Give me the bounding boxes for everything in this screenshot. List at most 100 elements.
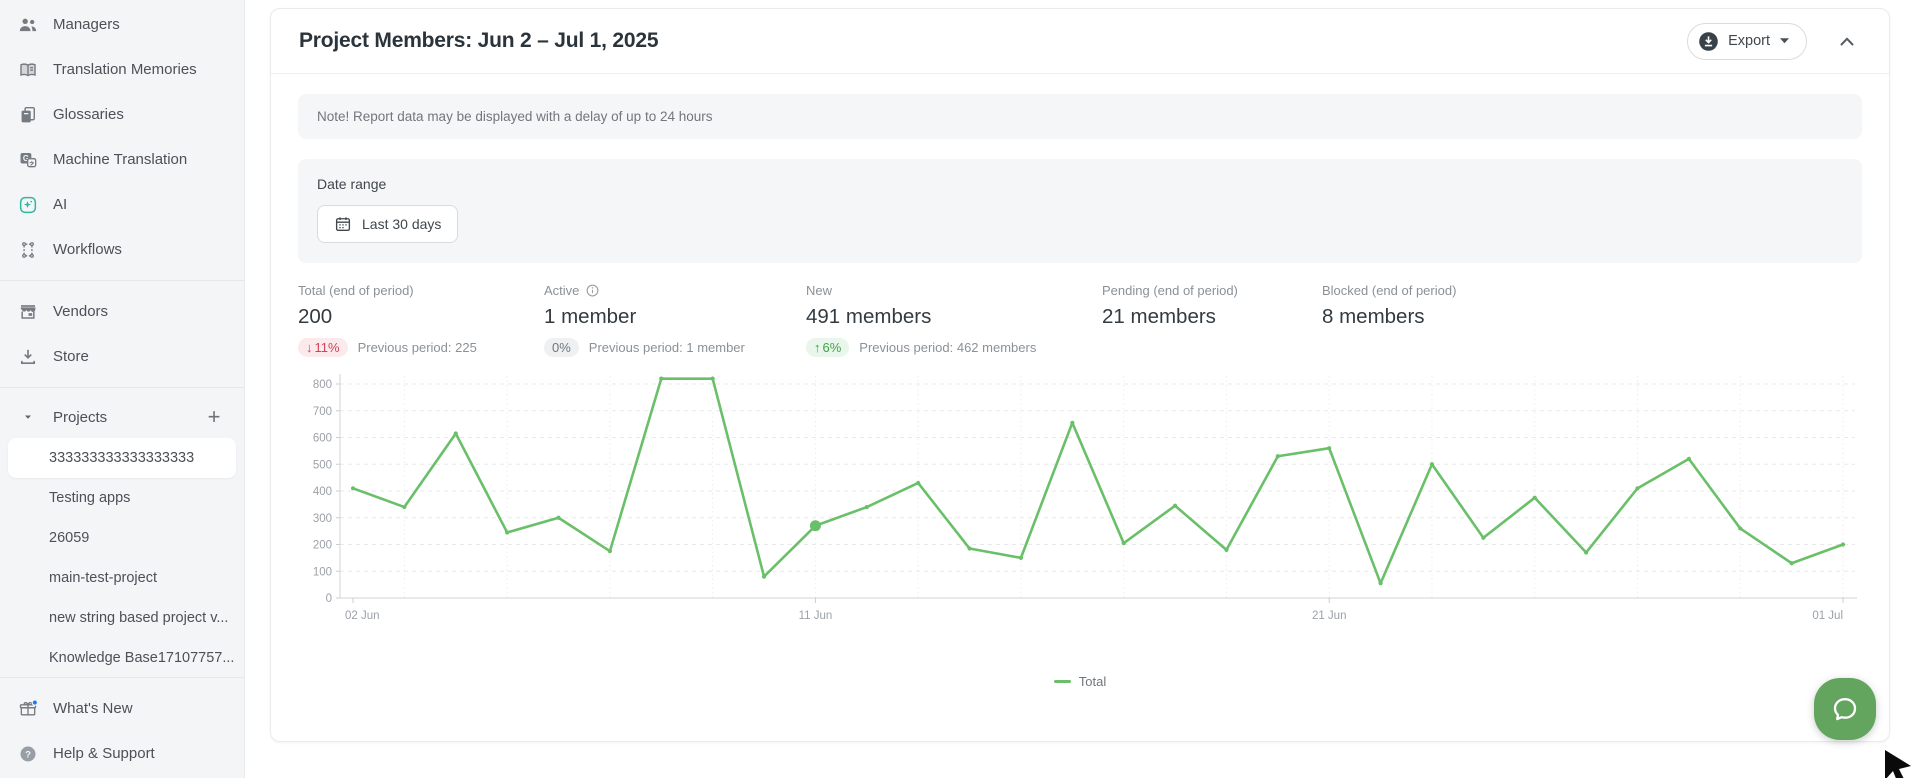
sidebar-item-label: Managers bbox=[53, 16, 120, 33]
previous-period: Previous period: 462 members bbox=[859, 339, 1037, 355]
previous-period: Previous period: 225 bbox=[357, 339, 477, 355]
members-line-chart[interactable]: 0 100 200 300 400 500 600 700 800 02 Jun 11 Jun 21 … bbox=[298, 368, 1862, 689]
svg-text:600: 600 bbox=[313, 433, 332, 445]
sidebar-project-item[interactable]: new string based project v... bbox=[8, 598, 236, 638]
sidebar-item-label: Vendors bbox=[53, 303, 109, 320]
stat-value: 8 members bbox=[1322, 305, 1425, 328]
svg-text:G: G bbox=[23, 154, 29, 163]
machine-translation-icon: G bbox=[18, 150, 38, 170]
sidebar-item-label: Help & Support bbox=[53, 745, 155, 762]
legend-marker bbox=[1053, 680, 1071, 683]
stat-label: New bbox=[806, 282, 833, 298]
svg-text:02 Jun: 02 Jun bbox=[345, 610, 380, 622]
sidebar-item-translation-memories[interactable]: Translation Memories bbox=[0, 47, 244, 92]
sidebar-item-label: Workflows bbox=[53, 241, 122, 258]
stat-blocked: Blocked (end of period) 8 members bbox=[1322, 281, 1476, 358]
chat-bubble-icon bbox=[1833, 698, 1857, 721]
sidebar-divider bbox=[0, 387, 244, 388]
sidebar-item-label: AI bbox=[53, 196, 68, 213]
sidebar-footer: What's New ? Help & Support bbox=[0, 669, 244, 778]
sidebar-item-store[interactable]: Store bbox=[0, 334, 244, 379]
stat-label: Total (end of period) bbox=[298, 282, 414, 298]
sidebar-item-ai[interactable]: AI bbox=[0, 182, 244, 227]
svg-text:01 Jul: 01 Jul bbox=[1812, 610, 1843, 622]
glossaries-icon bbox=[18, 105, 38, 125]
notification-dot bbox=[31, 698, 38, 706]
ai-icon bbox=[18, 195, 38, 215]
sidebar-item-whats-new[interactable]: What's New bbox=[0, 686, 244, 731]
sidebar-item-help-support[interactable]: ? Help & Support bbox=[0, 731, 244, 776]
previous-period: Previous period: 1 member bbox=[588, 339, 745, 355]
stat-new: New 491 members ↑ 6% Previous period: 462… bbox=[806, 281, 1102, 358]
info-icon[interactable] bbox=[585, 283, 600, 298]
svg-text:0: 0 bbox=[326, 593, 332, 605]
translation-memories-icon bbox=[18, 60, 38, 80]
svg-text:300: 300 bbox=[313, 513, 332, 525]
sidebar-project-item[interactable]: Knowledge Base17107757... bbox=[8, 638, 236, 678]
sidebar-item-label: Store bbox=[53, 348, 89, 365]
sidebar-item-label: What's New bbox=[53, 700, 133, 717]
project-item-label: main-test-project bbox=[49, 570, 157, 586]
report-card: Project Members: Jun 2 – Jul 1, 2025 Exp… bbox=[270, 8, 1890, 742]
stat-value: 491 members bbox=[806, 305, 932, 328]
stats-row: Total (end of period) 200 ↓ 11% Previous … bbox=[298, 281, 1862, 358]
sidebar-item-managers[interactable]: Managers bbox=[0, 2, 244, 47]
sidebar-divider bbox=[0, 677, 244, 678]
add-project-button[interactable]: + bbox=[207, 404, 221, 429]
export-button[interactable]: Export bbox=[1687, 22, 1807, 60]
sidebar-project-item[interactable]: Testing apps bbox=[8, 478, 236, 518]
stat-pending: Pending (end of period) 21 members bbox=[1102, 281, 1322, 358]
sidebar-project-item[interactable]: 333333333333333333 bbox=[8, 438, 236, 478]
page-title: Project Members: Jun 2 – Jul 1, 2025 bbox=[299, 29, 659, 52]
mouse-cursor bbox=[1879, 748, 1913, 778]
sidebar: Managers Translation Memories Glossaries bbox=[0, 0, 245, 778]
svg-text:800: 800 bbox=[313, 379, 332, 391]
chart-legend[interactable]: Total bbox=[298, 674, 1862, 689]
svg-text:700: 700 bbox=[313, 406, 332, 418]
vendors-icon bbox=[18, 302, 38, 322]
stat-label: Blocked (end of period) bbox=[1322, 282, 1457, 298]
svg-text:200: 200 bbox=[313, 540, 332, 552]
trend-badge-positive: ↑ 6% bbox=[806, 337, 850, 357]
stat-active: Active 1 member 0% Previous period: 1 me… bbox=[544, 281, 806, 358]
sidebar-item-machine-translation[interactable]: G Machine Translation bbox=[0, 137, 244, 182]
project-item-label: 26059 bbox=[49, 530, 90, 546]
chevron-down-icon bbox=[1779, 37, 1790, 45]
line-chart-svg: 0 100 200 300 400 500 600 700 800 02 Jun 11 Jun 21 … bbox=[313, 374, 1857, 622]
svg-text:?: ? bbox=[25, 749, 31, 760]
export-icon bbox=[1698, 31, 1719, 52]
date-range-button[interactable]: Last 30 days bbox=[317, 205, 459, 243]
date-range-panel: Date range Last 30 days bbox=[298, 159, 1862, 263]
report-header: Project Members: Jun 2 – Jul 1, 2025 Exp… bbox=[271, 9, 1889, 74]
managers-icon bbox=[18, 15, 38, 35]
sidebar-item-label: Machine Translation bbox=[53, 151, 188, 168]
projects-section-title: Projects bbox=[53, 408, 108, 426]
note-text: Note! Report data may be displayed with … bbox=[317, 109, 713, 124]
sidebar-item-label: Translation Memories bbox=[53, 61, 197, 78]
project-item-label: Testing apps bbox=[49, 490, 131, 506]
sidebar-project-item[interactable]: 26059 bbox=[8, 518, 236, 558]
sidebar-project-item[interactable]: main-test-project bbox=[8, 558, 236, 598]
stat-value: 200 bbox=[298, 305, 333, 328]
stat-value: 1 member bbox=[544, 305, 637, 328]
sidebar-item-vendors[interactable]: Vendors bbox=[0, 289, 244, 334]
stat-value: 21 members bbox=[1102, 305, 1216, 328]
date-range-label: Date range bbox=[317, 176, 387, 192]
svg-text:11 Jun: 11 Jun bbox=[799, 610, 833, 622]
calendar-icon bbox=[334, 215, 352, 233]
help-icon: ? bbox=[18, 744, 38, 764]
collapse-report-button[interactable] bbox=[1833, 29, 1861, 53]
workflows-icon bbox=[18, 240, 38, 260]
trend-badge-neutral: 0% bbox=[544, 337, 579, 357]
svg-text:400: 400 bbox=[313, 486, 332, 498]
trend-badge-negative: ↓ 11% bbox=[298, 337, 348, 357]
report-body: Note! Report data may be displayed with … bbox=[271, 74, 1889, 705]
svg-text:500: 500 bbox=[313, 459, 332, 471]
date-range-value: Last 30 days bbox=[362, 216, 442, 232]
report-note: Note! Report data may be displayed with … bbox=[298, 94, 1862, 139]
chat-launcher-button[interactable] bbox=[1814, 678, 1876, 740]
projects-section-header[interactable]: Projects + bbox=[0, 396, 244, 438]
stat-total: Total (end of period) 200 ↓ 11% Previous … bbox=[298, 281, 544, 358]
sidebar-item-workflows[interactable]: Workflows bbox=[0, 227, 244, 272]
sidebar-item-glossaries[interactable]: Glossaries bbox=[0, 92, 244, 137]
